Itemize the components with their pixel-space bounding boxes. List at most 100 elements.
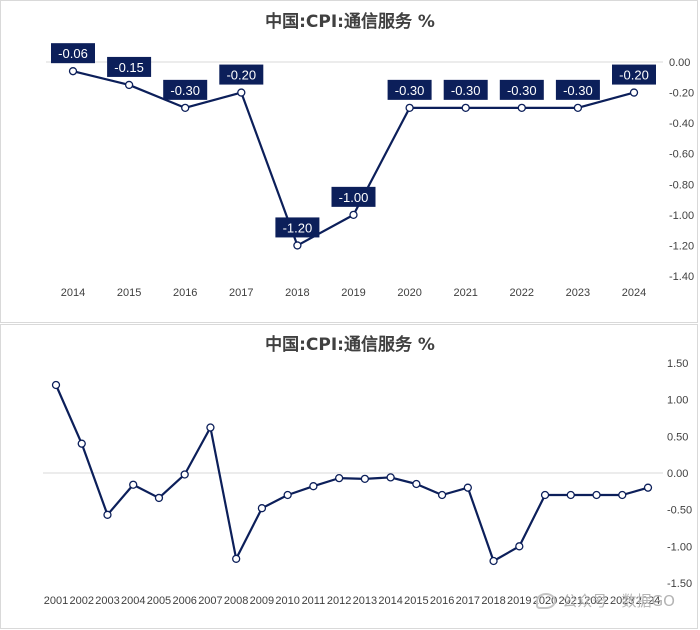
- data-label: -0.30: [555, 79, 600, 100]
- data-point: [232, 554, 241, 563]
- watermark: 公众号 · 数据GO: [536, 590, 675, 611]
- data-label-box: [499, 79, 544, 100]
- data-point: [515, 542, 524, 551]
- x-tick-label: 2013: [353, 595, 377, 607]
- data-point: [237, 88, 246, 97]
- data-label-box: [51, 43, 95, 64]
- data-point: [405, 103, 414, 113]
- y-tick-label: 0.00: [667, 468, 688, 480]
- data-point: [412, 479, 421, 489]
- x-tick-label: 2008: [224, 595, 248, 607]
- data-label-text: -0.20: [619, 68, 649, 83]
- data-point: [540, 490, 550, 500]
- data-label-text: -0.15: [114, 60, 144, 75]
- data-point: [68, 67, 78, 76]
- chart-title: 中国:CPI:通信服务 %: [265, 334, 435, 355]
- data-label-text: -1.20: [283, 220, 313, 235]
- data-label-text: -0.30: [395, 83, 425, 98]
- x-tick-label: 2002: [69, 595, 93, 607]
- x-tick-label: 2024: [636, 595, 660, 607]
- data-label-text: -0.20: [226, 68, 256, 83]
- data-point: [489, 556, 498, 566]
- chart-panel-top: 中国:CPI:通信服务 % 0.00 -0.20 -0.40 -0.60 -0.80 -1…: [0, 0, 698, 323]
- x-tick-label: 2009: [250, 595, 274, 607]
- data-label: -0.30: [499, 79, 544, 100]
- data-point: [77, 439, 86, 448]
- data-point: [573, 103, 583, 113]
- x-tick-label: 2014: [378, 595, 402, 607]
- data-label: -0.15: [107, 56, 152, 77]
- data-point: [181, 103, 190, 113]
- y-tick-label: 1.50: [667, 358, 688, 370]
- data-label-text: -0.06: [58, 46, 88, 61]
- x-tick-label: 2015: [117, 287, 141, 299]
- x-tick-label: 2003: [95, 595, 119, 607]
- data-point: [293, 241, 302, 250]
- data-point: [437, 490, 447, 500]
- watermark-text: 公众号 · 数据GO: [562, 592, 675, 610]
- x-tick-label: 2023: [566, 287, 590, 299]
- data-label-box: [219, 64, 264, 85]
- x-tick-label: 2018: [481, 595, 505, 607]
- x-tick-label: 2017: [456, 595, 480, 607]
- data-point: [517, 103, 526, 113]
- x-tick-label: 2014: [61, 287, 85, 299]
- data-point: [124, 80, 134, 90]
- data-label-text: -1.00: [339, 190, 369, 205]
- x-tick-label: 2017: [229, 287, 253, 299]
- data-point: [566, 490, 575, 500]
- data-point: [334, 473, 344, 483]
- y-tick-label: 0.50: [667, 431, 688, 443]
- x-tick-label: 2001: [44, 595, 68, 607]
- y-tick-label: -1.00: [667, 541, 692, 553]
- x-tick-label: 2006: [172, 595, 196, 607]
- y-tick-label: -1.20: [669, 240, 694, 252]
- y-tick-label: -1.40: [669, 271, 694, 283]
- data-point: [349, 210, 358, 220]
- data-point: [103, 510, 112, 519]
- x-tick-label: 2024: [622, 287, 646, 299]
- series-line: [72, 70, 635, 247]
- x-tick-label: 2012: [327, 595, 351, 607]
- data-point: [592, 490, 601, 500]
- data-label-box: [331, 186, 376, 207]
- data-point: [629, 88, 639, 97]
- data-point: [618, 490, 627, 500]
- x-tick-label: 2019: [507, 595, 531, 607]
- x-tick-label: 2015: [404, 595, 428, 607]
- data-label-box: [612, 64, 656, 85]
- chart-title: 中国:CPI:通信服务 %: [265, 11, 435, 32]
- data-point: [309, 482, 318, 491]
- data-point: [180, 470, 189, 479]
- data-point: [386, 473, 395, 482]
- data-point: [643, 483, 653, 492]
- data-label: -0.06: [51, 43, 95, 64]
- data-label-box: [387, 79, 432, 100]
- x-tick-label: 2020: [397, 287, 421, 299]
- data-point: [461, 103, 470, 113]
- y-tick-label: 0.00: [669, 57, 690, 69]
- cpi-chart-2001-2024: 中国:CPI:通信服务 % 1.50 1.00 0.50 0.00 -0.50 -1.00…: [43, 334, 692, 607]
- data-point: [154, 493, 164, 503]
- x-tick-label: 2021: [559, 595, 583, 607]
- data-label: -1.20: [275, 217, 320, 238]
- x-tick-label: 2016: [430, 595, 454, 607]
- data-label-text: -0.30: [563, 83, 593, 98]
- data-label-text: -0.30: [507, 83, 537, 98]
- data-point: [360, 474, 370, 484]
- x-tick-label: 2005: [147, 595, 171, 607]
- data-label: -0.20: [612, 64, 656, 85]
- y-tick-label: -1.50: [667, 578, 692, 590]
- y-tick-label: -1.00: [669, 210, 694, 222]
- y-tick-label: -0.80: [669, 179, 694, 191]
- data-label-box: [107, 56, 152, 77]
- x-tick-label: 2011: [302, 595, 326, 607]
- data-label: -0.30: [443, 79, 488, 100]
- x-tick-label: 2022: [584, 595, 608, 607]
- data-point: [51, 380, 61, 390]
- chart-panel-bottom: 中国:CPI:通信服务 % 1.50 1.00 0.50 0.00 -0.50 -1.00…: [0, 324, 698, 629]
- x-tick-label: 2007: [198, 595, 222, 607]
- y-tick-label: 1.00: [667, 395, 688, 407]
- data-point: [257, 504, 267, 513]
- y-tick-label: -0.60: [669, 149, 694, 161]
